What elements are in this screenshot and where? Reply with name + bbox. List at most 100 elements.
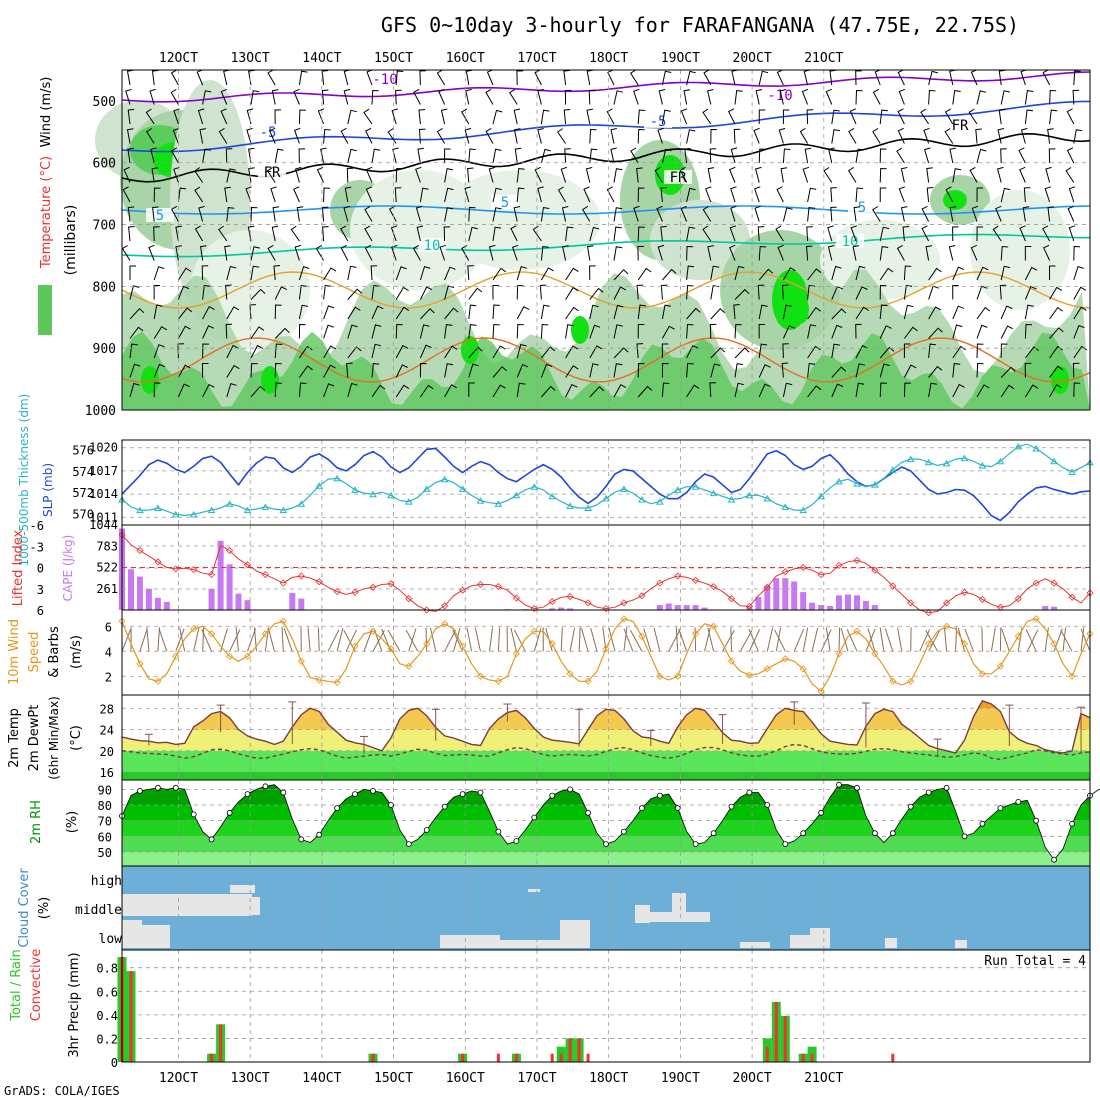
wind-barb — [273, 265, 281, 281]
wind-barb — [923, 147, 931, 164]
li-marker — [333, 588, 341, 596]
wind-barb — [637, 385, 653, 398]
li-marker — [512, 594, 520, 602]
rh-marker — [405, 841, 412, 847]
wind-barb — [272, 206, 280, 222]
rh-blob — [970, 190, 1070, 310]
li-tick: 3 — [37, 583, 44, 597]
wind-barb — [976, 306, 991, 320]
thickness-marker — [888, 466, 897, 473]
wind-barb — [340, 127, 349, 144]
surface-wind-barb — [884, 628, 894, 652]
wind-barb — [148, 244, 155, 261]
wind-barb — [710, 347, 726, 359]
wind-barb — [365, 127, 373, 144]
surface-wind-barb — [865, 628, 876, 652]
slp-tick: 1020 — [89, 441, 118, 455]
wind-speed-marker — [710, 622, 718, 630]
rh-marker — [334, 805, 341, 811]
wind-speed-marker — [871, 650, 879, 658]
li-marker — [763, 583, 771, 591]
wind-barb — [201, 265, 209, 281]
wind-barb — [202, 325, 215, 339]
wind-barb — [1049, 89, 1057, 105]
wind-barb — [323, 285, 332, 300]
cape-bar — [549, 608, 556, 610]
temp-tick: 20 — [100, 745, 114, 759]
wind-barb — [898, 88, 906, 105]
wind-barb — [1048, 265, 1056, 281]
wind-barb — [492, 304, 500, 320]
rh-marker — [226, 809, 233, 816]
cloud-block — [955, 940, 967, 948]
wind-barb — [194, 167, 204, 183]
wind-barb — [268, 127, 276, 144]
wind-barb — [509, 89, 518, 105]
wind-barb — [657, 127, 664, 144]
rh-marker — [531, 814, 538, 821]
wind-barb — [557, 128, 567, 144]
thickness-marker — [225, 500, 234, 507]
wind-barb — [757, 284, 765, 300]
thickness-marker — [620, 485, 628, 492]
wind-barb — [999, 284, 1007, 300]
wind-barb — [702, 108, 712, 125]
wind-barb — [444, 307, 459, 320]
wind-barb — [364, 244, 373, 261]
wind-barb — [777, 244, 784, 261]
wind-barb — [902, 226, 910, 242]
li-marker — [1068, 593, 1076, 601]
wind-barb — [492, 148, 502, 164]
wind-barb — [903, 364, 917, 378]
wind-barb — [461, 108, 470, 125]
surface-wind-barb — [1025, 629, 1037, 652]
wind-barb — [637, 267, 652, 281]
rh-marker — [298, 836, 305, 843]
wind-barb — [395, 70, 404, 86]
rh-blob — [440, 170, 600, 270]
contour-label: FR — [952, 118, 969, 134]
wind-barb — [540, 148, 551, 164]
wind-barb — [153, 187, 161, 203]
rh-tick: 90 — [98, 783, 112, 797]
wind-barb — [831, 129, 840, 144]
li-marker — [279, 579, 287, 587]
wind-barb — [194, 186, 204, 203]
surface-wind-barb — [497, 627, 501, 652]
surface-wind-barb — [707, 627, 715, 652]
wind-barb — [706, 89, 714, 105]
cloud-block — [560, 920, 590, 948]
wind-barb — [1025, 346, 1039, 359]
bottom-date-tick: 14OCT — [302, 1071, 341, 1086]
wind-barb — [778, 127, 786, 144]
wind-barb — [1019, 166, 1026, 183]
wind-barb — [347, 382, 358, 398]
wind-barb — [976, 384, 990, 398]
wind-barb — [540, 304, 550, 320]
wind-barb — [1073, 345, 1088, 359]
wind-barb — [274, 343, 283, 359]
wind-barb — [637, 128, 645, 144]
thickness-marker — [333, 474, 341, 482]
wind-barb — [565, 383, 578, 398]
wind-barb — [226, 382, 237, 398]
wind-barb — [419, 286, 433, 300]
wind-barb — [391, 244, 398, 261]
wind-speed-marker — [494, 677, 502, 685]
wind-barb — [952, 305, 964, 320]
thickness-marker — [476, 497, 485, 504]
wind-barb — [413, 88, 421, 105]
wind-barb — [128, 226, 135, 242]
surface-wind-barb — [653, 627, 661, 652]
li-marker — [190, 566, 198, 574]
wind-barb — [758, 268, 774, 281]
wind-barb — [589, 128, 597, 144]
pressure-tick: 500 — [93, 95, 116, 110]
cloud-block — [500, 940, 590, 948]
wind-barb — [344, 186, 352, 203]
wind-barb — [152, 206, 159, 222]
contour-label: 5 — [501, 195, 509, 211]
li-marker — [602, 605, 610, 613]
wind-barb — [660, 284, 668, 300]
